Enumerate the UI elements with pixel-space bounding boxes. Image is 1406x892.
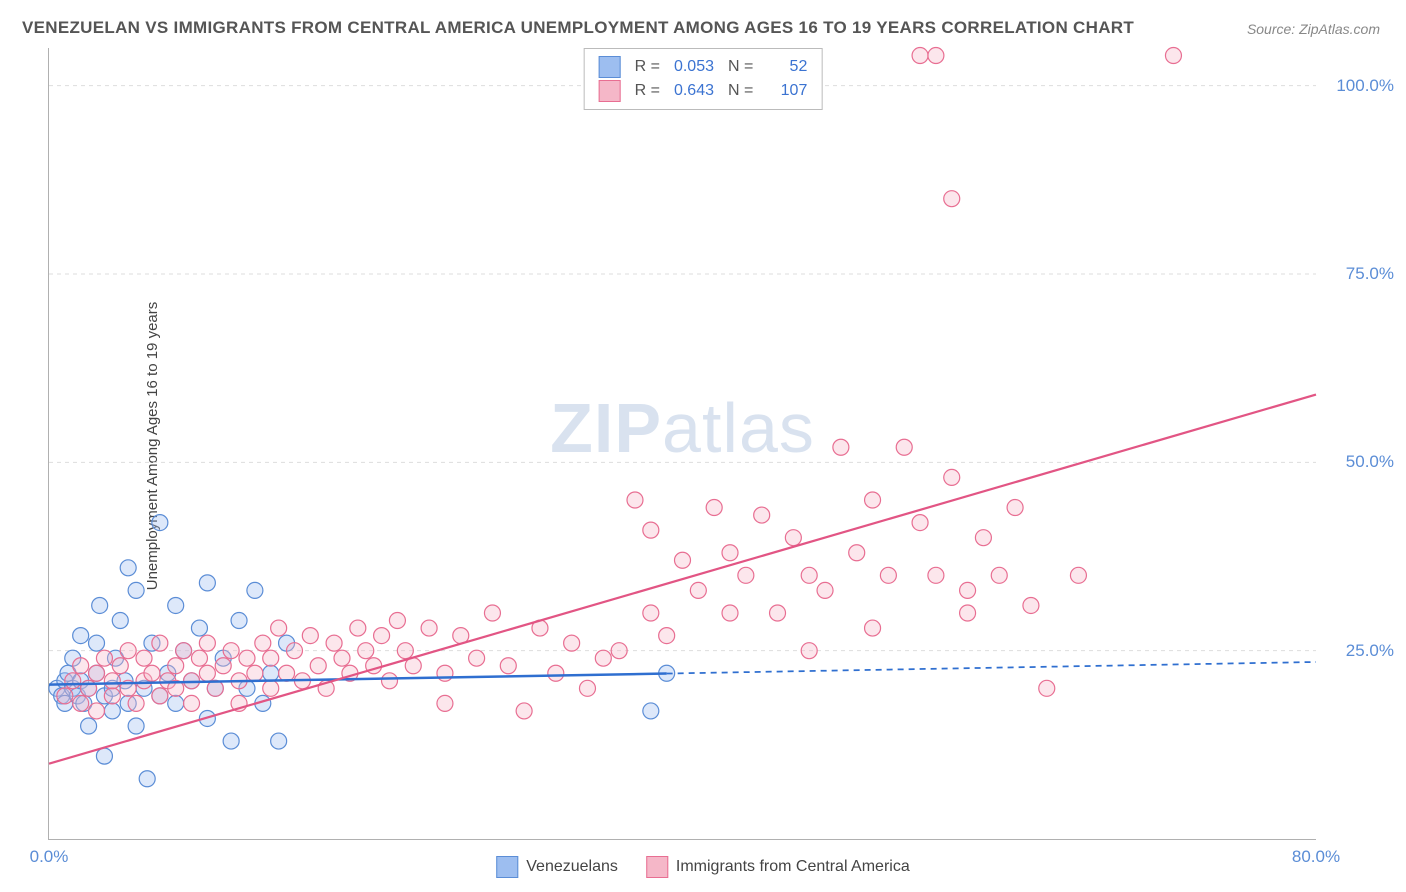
y-tick-label: 100.0% [1336,76,1394,96]
plot-svg [49,48,1316,839]
legend-swatch-immigrants [646,856,668,878]
swatch-immigrants [599,80,621,102]
y-tick-label: 75.0% [1346,264,1394,284]
bottom-legend: Venezuelans Immigrants from Central Amer… [496,856,909,878]
n-label-2: N = [728,79,753,103]
plot-area: ZIPatlas 25.0%50.0%75.0%100.0%0.0%80.0% [48,48,1316,840]
stats-row-venezuelans: R = 0.053 N = 52 [599,55,808,79]
legend-swatch-venezuelans [496,856,518,878]
x-tick-label: 0.0% [30,847,69,867]
chart-container: VENEZUELAN VS IMMIGRANTS FROM CENTRAL AM… [0,0,1406,892]
n-value-1: 52 [763,55,807,79]
stats-row-immigrants: R = 0.643 N = 107 [599,79,808,103]
legend-item-immigrants: Immigrants from Central America [646,856,910,878]
legend-label-immigrants: Immigrants from Central America [676,858,910,876]
n-value-2: 107 [763,79,807,103]
source-label: Source: ZipAtlas.com [1247,21,1380,37]
legend-item-venezuelans: Venezuelans [496,856,618,878]
r-label-1: R = [635,55,660,79]
r-label-2: R = [635,79,660,103]
r-value-1: 0.053 [670,55,714,79]
stats-legend-box: R = 0.053 N = 52 R = 0.643 N = 107 [584,48,823,110]
y-tick-label: 50.0% [1346,452,1394,472]
y-tick-label: 25.0% [1346,641,1394,661]
legend-label-venezuelans: Venezuelans [526,858,618,876]
swatch-venezuelans [599,56,621,78]
x-tick-label: 80.0% [1292,847,1340,867]
n-label-1: N = [728,55,753,79]
chart-title: VENEZUELAN VS IMMIGRANTS FROM CENTRAL AM… [22,18,1134,38]
r-value-2: 0.643 [670,79,714,103]
